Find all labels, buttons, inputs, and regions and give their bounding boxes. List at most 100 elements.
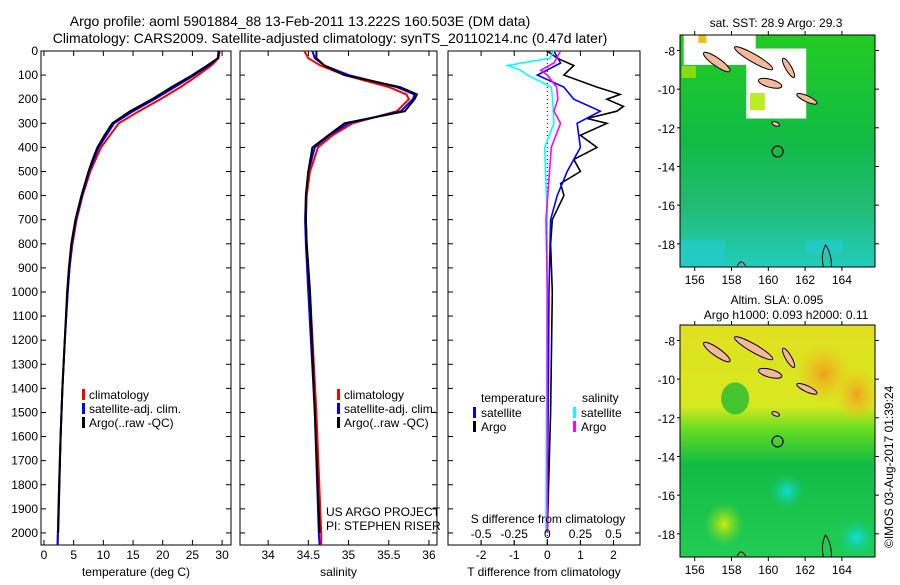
y-tick-label: 1500 <box>11 405 38 419</box>
legend-swatch <box>337 403 340 414</box>
x-tick-label: 164 <box>832 273 852 287</box>
x-tick-label: 34 <box>261 548 275 562</box>
y-tick-label: 900 <box>18 261 38 275</box>
x-axis-label: T difference from climatology <box>467 565 621 579</box>
y-tick-label: -14 <box>658 450 676 464</box>
legend-entry: satellite-adj. clim. <box>89 402 181 416</box>
y-tick-label: 300 <box>18 116 38 130</box>
plot-frame <box>447 50 641 546</box>
y-tick-label: 1600 <box>11 430 38 444</box>
x-tick-label: 10 <box>97 548 111 562</box>
map-title: sat. SST: 28.9 Argo: 29.3 <box>710 16 843 30</box>
series-line-argo-raw-qc- <box>304 51 419 534</box>
legend-swatch <box>473 421 476 432</box>
legend-swatch <box>573 421 576 432</box>
reef-contour <box>736 551 747 558</box>
y-tick-label: 1400 <box>11 381 38 395</box>
x-tick-label: -1 <box>509 548 520 562</box>
island <box>758 367 783 379</box>
legend-entry: satellite <box>581 406 622 420</box>
y-tick-label: -14 <box>658 160 676 174</box>
island <box>796 382 818 395</box>
x-tick-label: 156 <box>685 563 705 577</box>
x-tick-label: 34.5 <box>297 548 321 562</box>
y-tick-label: -12 <box>658 412 676 426</box>
argo-location-marker <box>771 435 784 448</box>
reef-contour <box>736 261 747 268</box>
x-tick-label: 1 <box>577 548 584 562</box>
project-annotation: US ARGO PROJECT <box>326 505 441 519</box>
y-tick-label: 700 <box>18 213 38 227</box>
s-x-tick-label: 0 <box>544 527 551 541</box>
copyright-text: ©IMOS 03-Aug-2017 01:39:24 <box>882 385 896 548</box>
x-tick-label: 20 <box>156 548 170 562</box>
sla-green-patch <box>721 382 750 415</box>
argo-location-marker <box>771 145 784 158</box>
s-x-tick-label: 0.5 <box>605 527 622 541</box>
legend-swatch <box>337 417 340 428</box>
legend-entry: climatology <box>344 388 404 402</box>
legend-swatch <box>82 403 85 414</box>
y-tick-label: -10 <box>658 373 676 387</box>
warm-patch <box>749 93 765 110</box>
x-tick-label: 156 <box>685 273 705 287</box>
x-axis-label: salinity <box>320 565 357 579</box>
plot-frame <box>40 50 232 546</box>
island <box>781 347 796 369</box>
y-tick-label: -12 <box>658 122 676 136</box>
legend-swatch <box>473 407 476 418</box>
legend-entry: satellite <box>481 406 522 420</box>
series-line-s-satellite <box>504 50 555 534</box>
x-tick-label: 162 <box>795 563 815 577</box>
difference-panel: -2 -1 0 1 2 T difference from climatology -0.5… <box>447 50 641 579</box>
legend-entry: Argo <box>581 420 607 434</box>
sla-yellow-patch <box>704 502 745 547</box>
figure-title-line1: Argo profile: aoml 5901884_88 13-Feb-201… <box>70 13 531 29</box>
y-tick-label: 600 <box>18 189 38 203</box>
x-tick-label: 0 <box>41 548 48 562</box>
salinity-panel: 34 34.5 35 35.5 36 salinity climatologysatelli… <box>239 50 441 579</box>
s-x-tick-label: -0.5 <box>471 527 492 541</box>
y-tick-label: 1300 <box>11 357 38 371</box>
series-line-argo-raw-qc- <box>57 50 220 534</box>
island <box>702 341 731 363</box>
island <box>702 51 731 73</box>
legend-entry: Argo(..raw -QC) <box>89 416 174 430</box>
warm-patch <box>681 65 696 78</box>
x-tick-label: 2 <box>610 548 617 562</box>
x-tick-label: 0 <box>544 548 551 562</box>
x-axis-label: temperature (deg C) <box>82 565 190 579</box>
sla-high-anomaly <box>834 366 879 423</box>
x-tick-label: 164 <box>832 563 852 577</box>
s-axis-label: S difference from climatology <box>471 512 626 526</box>
y-tick-label: 2000 <box>11 526 38 540</box>
y-tick-label: 1800 <box>11 478 38 492</box>
y-tick-label: -8 <box>664 334 675 348</box>
sst-map-panel: 156 158 160 162 164 -8 -10 -12 -14 -16 -18 sat. SST… <box>658 16 879 287</box>
sla-low-anomaly <box>836 517 877 558</box>
sla-low-anomaly <box>768 473 805 510</box>
y-tick-label: 1100 <box>12 309 38 323</box>
series-line-s-argo <box>539 50 562 533</box>
temperature-panel: 0 5 10 15 20 25 300100200300400500600700800900… <box>11 44 232 579</box>
island <box>771 411 780 417</box>
map-frame <box>679 324 876 558</box>
x-tick-label: 160 <box>758 563 778 577</box>
legend-entry: satellite-adj. clim. <box>344 402 436 416</box>
y-tick-label: 1200 <box>11 333 38 347</box>
y-tick-label: -10 <box>658 83 676 97</box>
x-tick-label: 162 <box>795 273 815 287</box>
legend-entry: climatology <box>89 388 149 402</box>
x-tick-label: 160 <box>758 273 778 287</box>
x-tick-label: -2 <box>476 548 487 562</box>
island <box>781 57 796 79</box>
x-tick-label: 15 <box>126 548 140 562</box>
y-tick-label: -16 <box>658 489 676 503</box>
legend-entry: Argo <box>481 420 507 434</box>
legend-swatch <box>82 417 85 428</box>
x-tick-label: 36 <box>422 548 436 562</box>
y-tick-label: 200 <box>18 92 38 106</box>
island <box>796 92 818 105</box>
y-tick-label: 500 <box>18 164 38 178</box>
